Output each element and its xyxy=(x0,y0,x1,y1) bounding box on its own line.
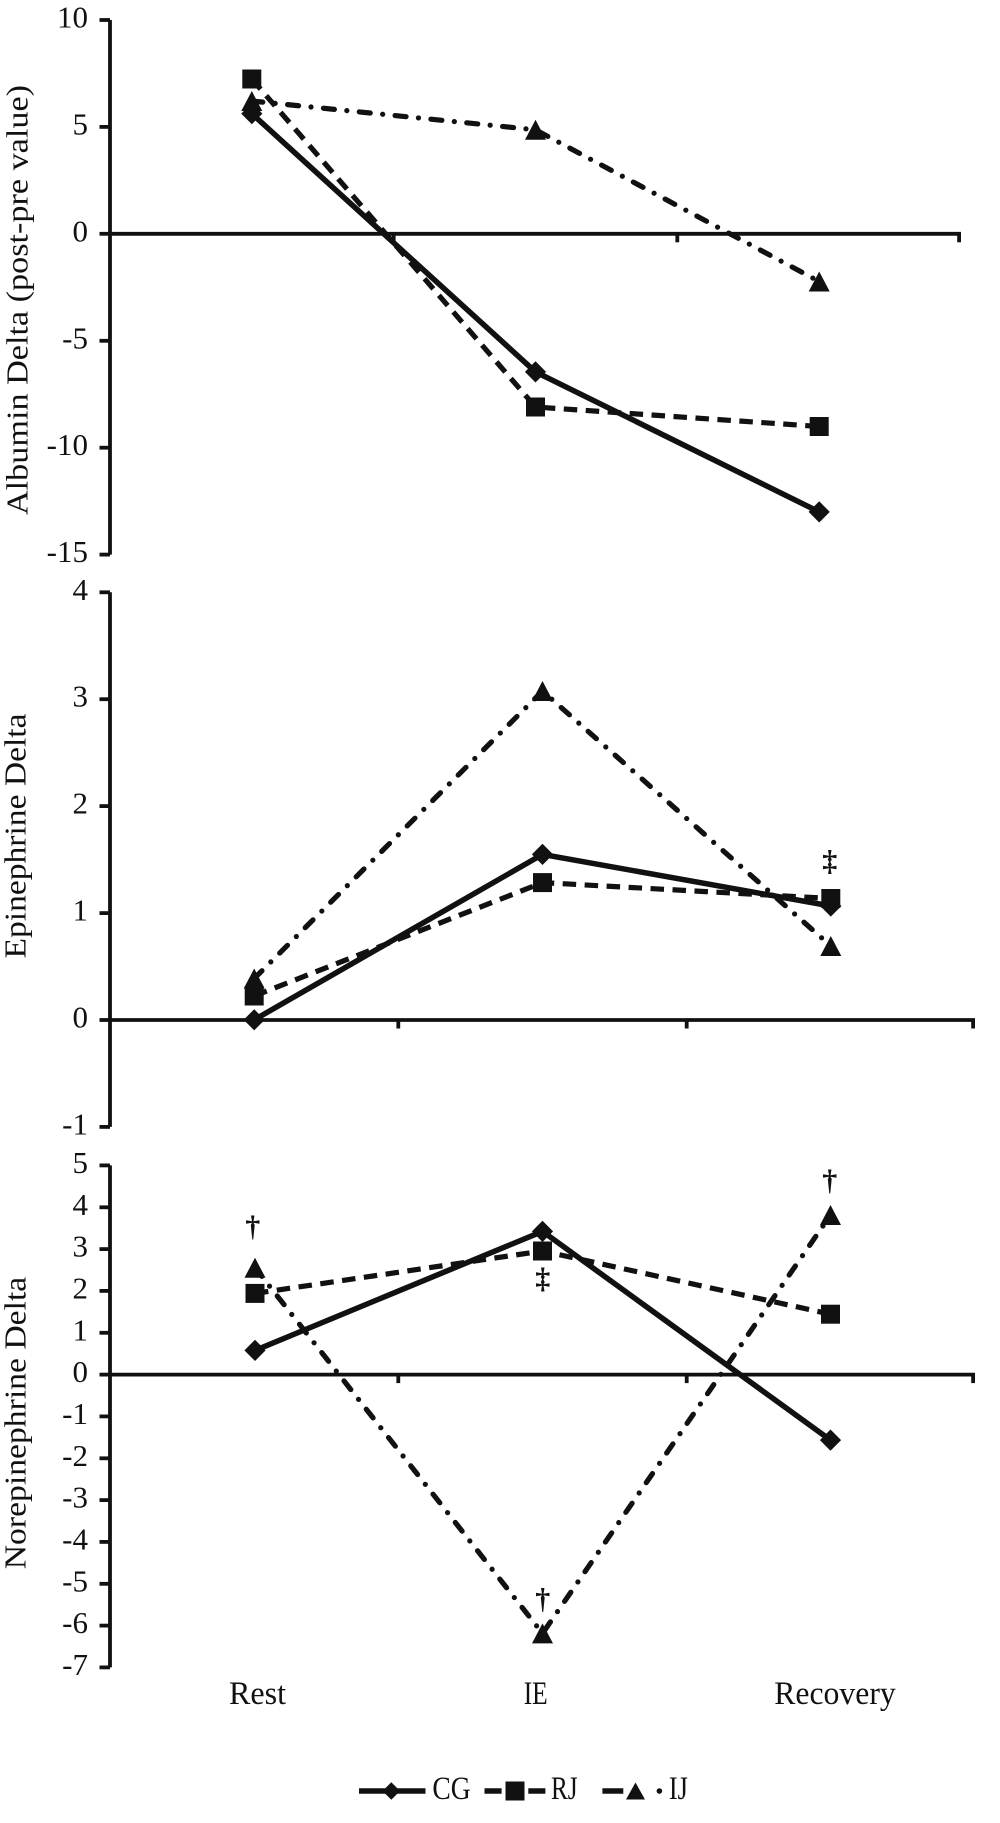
svg-text:IJ: IJ xyxy=(669,1771,688,1807)
svg-text:CG: CG xyxy=(432,1771,470,1807)
svg-text:-4: -4 xyxy=(62,1521,88,1556)
svg-text:-1: -1 xyxy=(62,1396,88,1431)
svg-text:1: 1 xyxy=(73,1312,89,1347)
svg-text:‡: ‡ xyxy=(822,845,837,878)
svg-text:0: 0 xyxy=(73,1354,89,1389)
svg-text:0: 0 xyxy=(73,1000,89,1035)
svg-text:0: 0 xyxy=(73,213,89,248)
svg-text:2: 2 xyxy=(73,786,89,821)
svg-text:3: 3 xyxy=(73,679,89,714)
svg-text:-5: -5 xyxy=(62,1563,88,1598)
svg-text:‡: ‡ xyxy=(535,1262,550,1295)
svg-text:3: 3 xyxy=(73,1229,89,1264)
svg-text:5: 5 xyxy=(73,106,89,141)
svg-text:RJ: RJ xyxy=(551,1771,578,1807)
svg-text:-7: -7 xyxy=(62,1647,88,1682)
svg-text:1: 1 xyxy=(73,893,89,928)
svg-text:5: 5 xyxy=(73,1145,89,1180)
svg-text:-3: -3 xyxy=(62,1480,88,1515)
svg-text:4: 4 xyxy=(73,1187,89,1222)
svg-text:-15: -15 xyxy=(47,534,88,569)
svg-text:Epinephrine Delta: Epinephrine Delta xyxy=(0,713,33,958)
svg-text:2: 2 xyxy=(73,1270,89,1305)
svg-text:Norepinephrine Delta: Norepinephrine Delta xyxy=(0,1276,33,1569)
svg-text:Albumin Delta (post-pre value): Albumin Delta (post-pre value) xyxy=(0,85,35,515)
svg-text:4: 4 xyxy=(73,572,89,607)
svg-text:-10: -10 xyxy=(47,427,88,462)
svg-text:-6: -6 xyxy=(62,1605,88,1640)
svg-text:†: † xyxy=(535,1583,550,1616)
svg-text:-2: -2 xyxy=(62,1438,88,1473)
svg-text:10: 10 xyxy=(57,0,88,35)
svg-text:-5: -5 xyxy=(62,320,88,355)
svg-text:-1: -1 xyxy=(62,1106,88,1141)
svg-text:IE: IE xyxy=(524,1676,548,1712)
svg-text:Recovery: Recovery xyxy=(774,1676,896,1712)
svg-text:†: † xyxy=(245,1210,260,1243)
svg-text:†: † xyxy=(822,1164,837,1197)
svg-text:Rest: Rest xyxy=(229,1676,286,1712)
